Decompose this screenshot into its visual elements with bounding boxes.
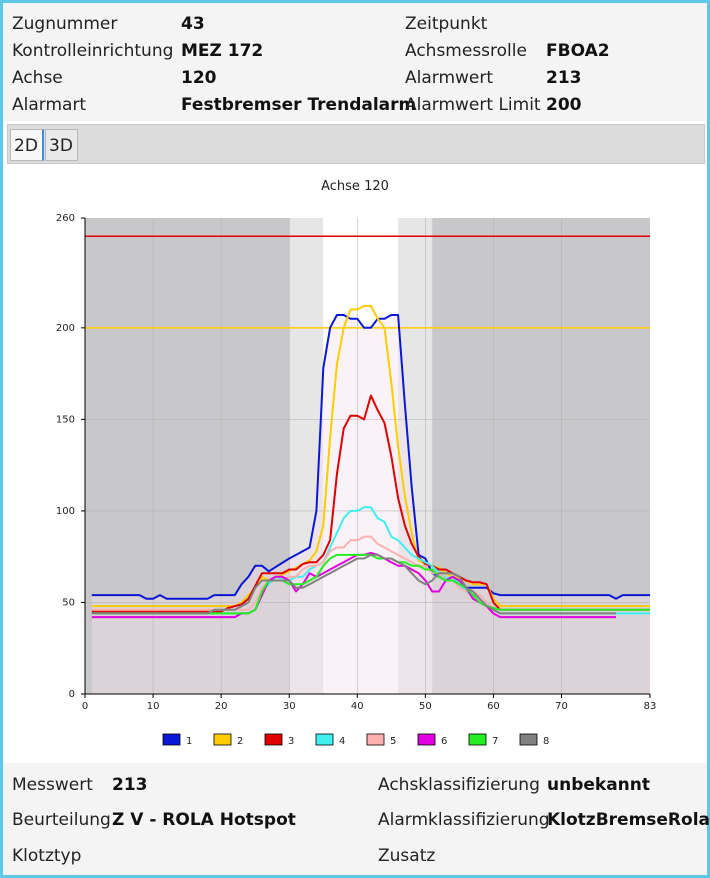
chart-area-fill [91, 315, 650, 694]
y-tick-label-2: 100 [56, 506, 75, 517]
legend-swatch-6 [417, 733, 436, 746]
evaluation-panel: Messwert 213 Beurteilung Z V - ROLA Hots… [3, 763, 710, 875]
zeitpunkt-label: Zeitpunkt [405, 14, 488, 34]
legend-label-7: 7 [492, 736, 498, 747]
x-tick-label-2: 20 [215, 701, 228, 712]
achsklassifizierung-value: unbekannt [547, 775, 651, 795]
series-line-8 [91, 553, 616, 615]
chart-band-1 [289, 218, 324, 694]
legend-swatch-5 [366, 733, 385, 746]
legend-swatch-8 [519, 733, 538, 746]
beurteilung-label: Beurteilung [12, 810, 111, 830]
legend-label-8: 8 [543, 736, 549, 747]
train-info-panel: Zugnummer 43 Kontrolleinrichtung MEZ 172… [3, 3, 707, 121]
x-tick-label-4: 40 [351, 701, 364, 712]
alarmklassifizierung-value: KlotzBremseRola [547, 810, 710, 830]
alarmwert-label: Alarmwert [405, 68, 494, 88]
achse-label: Achse [12, 68, 63, 88]
x-tick-label-7: 70 [555, 701, 568, 712]
chart-band-3 [398, 218, 433, 694]
tab-2d[interactable]: 2D [10, 129, 44, 161]
y-tick-label-4: 200 [56, 323, 75, 334]
legend-swatch-3 [264, 733, 283, 746]
zugnummer-label: Zugnummer [12, 14, 118, 34]
chart-band-4 [432, 218, 650, 694]
alarmwert-value: 213 [546, 68, 582, 88]
y-tick-label-1: 50 [62, 597, 75, 608]
x-tick-label-6: 60 [487, 701, 500, 712]
legend-swatch-7 [468, 733, 487, 746]
alarmklassifizierung-label: Alarmklassifizierung [378, 810, 550, 830]
legend-label-2: 2 [237, 736, 243, 747]
alarmart-label: Alarmart [12, 95, 87, 115]
y-tick-label-3: 150 [56, 414, 75, 425]
zusatz-label: Zusatz [378, 846, 436, 866]
kontrolle-label: Kontrolleinrichtung [12, 41, 174, 61]
x-tick-label-5: 50 [419, 701, 432, 712]
messwert-value: 213 [112, 775, 148, 795]
alarmwert-limit-label: Alarmwert Limit [405, 95, 541, 115]
kontrolle-value: MEZ 172 [181, 41, 264, 61]
series-line-4 [91, 506, 650, 615]
legend-label-5: 5 [390, 736, 396, 747]
x-tick-label-0: 0 [82, 701, 88, 712]
legend-label-1: 1 [186, 736, 192, 747]
legend-label-3: 3 [288, 736, 294, 747]
x-tick-label-1: 10 [147, 701, 160, 712]
achsklassifizierung-label: Achsklassifizierung [378, 775, 540, 795]
legend-label-4: 4 [339, 736, 345, 747]
chart-band-2 [323, 218, 399, 694]
view-tab-bar: 2D 3D [7, 124, 705, 164]
chart-band-0 [85, 218, 290, 694]
tab-3d[interactable]: 3D [45, 129, 78, 161]
messwert-label: Messwert [12, 775, 93, 795]
legend-label-6: 6 [441, 736, 447, 747]
achsmessrolle-value: FBOA2 [546, 41, 610, 61]
legend-swatch-2 [213, 733, 232, 746]
series-line-1 [91, 314, 650, 600]
series-line-3 [91, 394, 650, 613]
beurteilung-value: Z V - ROLA Hotspot [112, 810, 296, 830]
alarmwert-limit-value: 200 [546, 95, 582, 115]
legend-swatch-1 [162, 733, 181, 746]
x-tick-label-3: 30 [283, 701, 296, 712]
chart-title: Achse 120 [321, 179, 389, 194]
zugnummer-value: 43 [181, 14, 205, 34]
achsmessrolle-label: Achsmessrolle [405, 41, 527, 61]
klotztyp-label: Klotztyp [12, 846, 82, 866]
achse-value: 120 [181, 68, 217, 88]
axle-chart: 0 50 100 150 200 260 0 10 20 30 40 50 60 70 83 1 2 3 4 5 6 7… [56, 213, 657, 747]
x-tick-label-8: 83 [644, 701, 657, 712]
alarmart-value: Festbremser Trendalarm [181, 95, 417, 115]
y-tick-label-5: 260 [56, 213, 75, 224]
y-tick-label-0: 0 [69, 689, 75, 700]
legend-swatch-4 [315, 733, 334, 746]
series-line-5 [91, 535, 650, 611]
